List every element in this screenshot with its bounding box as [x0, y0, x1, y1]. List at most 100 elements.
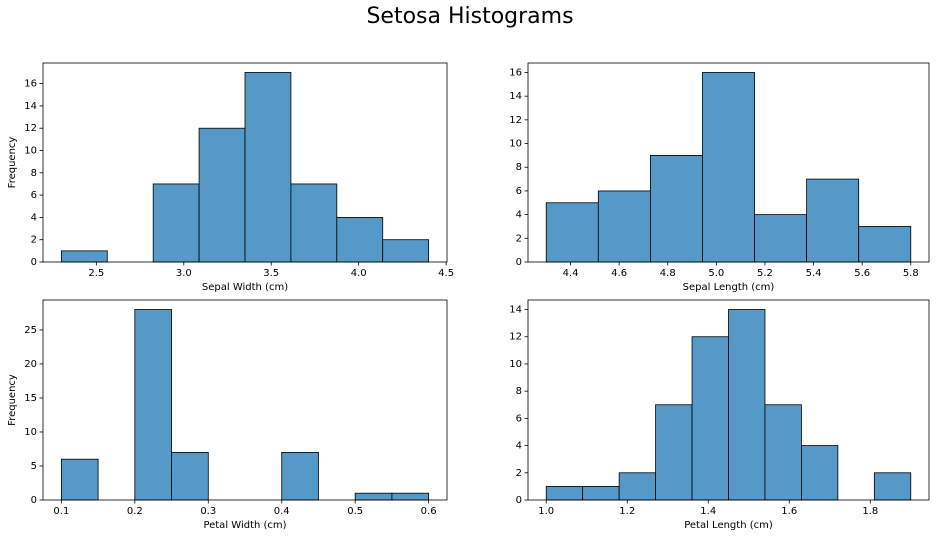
- y-tick-label: 10: [509, 139, 522, 150]
- x-tick-label: 0.4: [274, 506, 290, 517]
- bar: [806, 178, 860, 263]
- axes-frame: [42, 299, 448, 501]
- bar: [391, 492, 430, 501]
- x-tick-label: 3.5: [263, 268, 279, 279]
- y-tick-label: 10: [24, 146, 37, 157]
- y-tick-label: 14: [509, 305, 522, 316]
- bar: [649, 154, 703, 263]
- y-tick-label: 16: [24, 79, 37, 90]
- x-tick-label: 5.8: [903, 268, 919, 279]
- axes-frame: [527, 62, 930, 263]
- x-tick-label: 0.3: [200, 506, 216, 517]
- bar: [655, 404, 693, 501]
- axes-frame: [527, 299, 930, 501]
- bar: [134, 309, 172, 501]
- x-tick-label: 2.5: [88, 268, 104, 279]
- y-axis-label: Frequency: [7, 137, 18, 189]
- x-tick-label: 4.4: [563, 268, 579, 279]
- x-tick-label: 4.0: [351, 268, 367, 279]
- y-tick-label: 25: [24, 325, 37, 336]
- y-tick-label: 20: [24, 359, 37, 370]
- x-tick-label: 4.6: [611, 268, 627, 279]
- x-tick-label: 4.5: [438, 268, 454, 279]
- bar: [354, 492, 393, 501]
- y-tick-label: 0: [31, 495, 37, 506]
- y-tick-label: 14: [24, 101, 37, 112]
- bar: [281, 451, 319, 501]
- bar: [618, 472, 656, 501]
- y-tick-label: 6: [516, 413, 522, 424]
- bar: [171, 451, 209, 501]
- y-axis-label: Frequency: [7, 374, 18, 426]
- bar: [582, 485, 620, 501]
- y-tick-label: 0: [31, 257, 37, 268]
- bar: [545, 202, 599, 263]
- y-tick-label: 10: [509, 359, 522, 370]
- y-tick-label: 4: [31, 212, 37, 223]
- x-tick-label: 5.6: [854, 268, 870, 279]
- x-tick-label: 3.0: [176, 268, 192, 279]
- bar: [702, 72, 755, 263]
- y-tick-label: 4: [516, 441, 522, 452]
- y-tick-label: 16: [509, 67, 522, 78]
- y-tick-label: 4: [516, 210, 522, 221]
- x-tick-label: 1.2: [619, 506, 635, 517]
- x-tick-label: 0.2: [127, 506, 143, 517]
- y-tick-label: 8: [31, 168, 37, 179]
- bar: [336, 217, 384, 263]
- bar: [754, 214, 808, 263]
- x-tick-label: 1.4: [700, 506, 716, 517]
- x-tick-label: 4.8: [660, 268, 676, 279]
- axes-frame: [42, 62, 448, 263]
- figure-title: Setosa Histograms: [366, 4, 573, 29]
- bar: [60, 458, 99, 501]
- y-tick-label: 2: [516, 233, 522, 244]
- x-tick-label: 0.5: [347, 506, 363, 517]
- y-tick-label: 8: [516, 162, 522, 173]
- subplot: 0.1 0.2 0.3 0.4 0.5 0.6 0 5 10 15 20 25 Petal Width …: [7, 299, 448, 531]
- y-tick-label: 2: [516, 468, 522, 479]
- bar: [764, 404, 802, 501]
- bar: [382, 239, 430, 263]
- bar: [152, 183, 200, 263]
- x-tick-label: 0.6: [421, 506, 437, 517]
- y-tick-label: 0: [516, 495, 522, 506]
- x-tick-label: 1.6: [781, 506, 797, 517]
- subplot: 2.5 3.0 3.5 4.0 4.5 0 2 4 6 8 10 12 14 16 Sepal Width …: [7, 62, 454, 293]
- x-tick-label: 0.1: [53, 506, 69, 517]
- bar: [858, 226, 912, 263]
- y-tick-label: 8: [516, 386, 522, 397]
- y-tick-label: 6: [31, 190, 37, 201]
- x-tick-label: 1.8: [862, 506, 878, 517]
- bar: [873, 472, 912, 501]
- bar: [60, 250, 108, 263]
- y-tick-label: 5: [31, 461, 37, 472]
- subplot: 4.4 4.6 4.8 5.0 5.2 5.4 5.6 5.8 0 2 4 6 8 10 12 14 16 Sep…: [509, 62, 930, 293]
- bar: [198, 127, 246, 263]
- x-tick-label: 1.0: [538, 506, 554, 517]
- y-tick-label: 0: [516, 257, 522, 268]
- y-tick-label: 10: [24, 427, 37, 438]
- bar: [597, 190, 651, 263]
- x-axis-label: Sepal Width (cm): [202, 282, 288, 293]
- y-tick-label: 14: [509, 91, 522, 102]
- x-axis-label: Sepal Length (cm): [683, 282, 775, 293]
- x-tick-label: 5.0: [708, 268, 724, 279]
- subplot: 1.0 1.2 1.4 1.6 1.8 0 2 4 6 8 10 12 14 Petal Length (…: [509, 299, 930, 531]
- y-tick-label: 2: [31, 235, 37, 246]
- x-axis-label: Petal Length (cm): [684, 520, 773, 531]
- bar: [801, 445, 839, 501]
- bar: [244, 72, 292, 263]
- x-tick-label: 5.2: [757, 268, 773, 279]
- y-tick-label: 12: [509, 332, 522, 343]
- bar: [545, 485, 584, 501]
- x-tick-label: 5.4: [806, 268, 822, 279]
- y-tick-label: 15: [24, 393, 37, 404]
- x-axis-label: Petal Width (cm): [203, 520, 286, 531]
- bar: [290, 183, 338, 263]
- y-tick-label: 12: [509, 115, 522, 126]
- y-tick-label: 12: [24, 123, 37, 134]
- bar: [728, 309, 766, 501]
- bar: [691, 336, 729, 501]
